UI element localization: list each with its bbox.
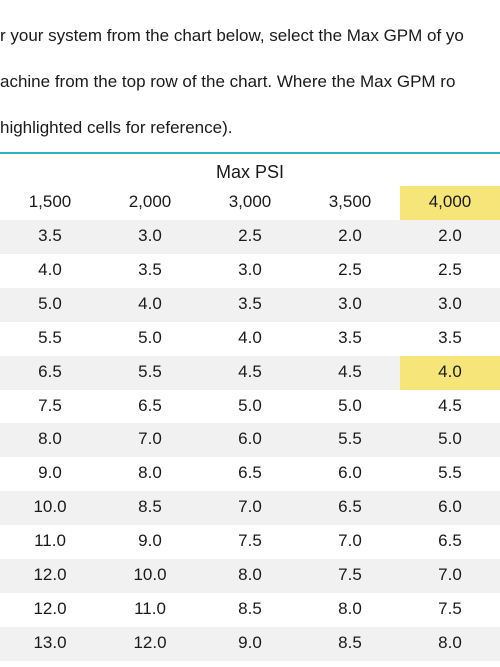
table-row: 4.03.53.02.52.5 bbox=[0, 254, 500, 288]
table-cell: 3.5 bbox=[100, 254, 200, 288]
instructions-line-1: r your system from the chart below, sele… bbox=[0, 26, 464, 45]
table-cell: 9.0 bbox=[300, 661, 400, 667]
column-header: 3,000 bbox=[200, 186, 300, 220]
table-cell: 6.5 bbox=[0, 356, 100, 390]
table-cell: 5.5 bbox=[300, 423, 400, 457]
table-row: 3.53.02.52.02.0 bbox=[0, 220, 500, 254]
table-cell: 8.0 bbox=[100, 457, 200, 491]
table-cell: 8.0 bbox=[0, 423, 100, 457]
column-header: 4,000 bbox=[400, 186, 500, 220]
table-row: 7.56.55.05.04.5 bbox=[0, 390, 500, 424]
column-header: 2,000 bbox=[100, 186, 200, 220]
table-cell: 2.5 bbox=[200, 220, 300, 254]
table-row: 6.55.54.54.54.0 bbox=[0, 356, 500, 390]
table-row: 5.55.04.03.53.5 bbox=[0, 322, 500, 356]
table-cell: 7.5 bbox=[300, 559, 400, 593]
table-super-header: Max PSI bbox=[0, 154, 500, 186]
table-cell: 9.0 bbox=[200, 627, 300, 661]
table-cell: 5.0 bbox=[300, 390, 400, 424]
table-cell: 7.5 bbox=[200, 525, 300, 559]
table-cell: 3.0 bbox=[100, 220, 200, 254]
instructions-line-2: achine from the top row of the chart. Wh… bbox=[0, 72, 455, 91]
table-cell: 5.0 bbox=[400, 423, 500, 457]
table-cell: 11.0 bbox=[0, 525, 100, 559]
table-cell: 7.5 bbox=[0, 390, 100, 424]
table-row: 13.012.09.08.58.0 bbox=[0, 627, 500, 661]
table-cell: 3.5 bbox=[300, 322, 400, 356]
table-cell: 6.5 bbox=[100, 390, 200, 424]
table-cell: 3.0 bbox=[300, 288, 400, 322]
table-cell: 6.0 bbox=[200, 423, 300, 457]
table-cell: 9.0 bbox=[100, 525, 200, 559]
table-cell: 7.0 bbox=[200, 491, 300, 525]
table-cell: 12.0 bbox=[0, 559, 100, 593]
table-header-row: 1,500 2,000 3,000 3,500 4,000 bbox=[0, 186, 500, 220]
table-cell: 4.5 bbox=[400, 390, 500, 424]
table-cell: 2.5 bbox=[400, 254, 500, 288]
table-cell: 3.0 bbox=[400, 288, 500, 322]
column-header: 3,500 bbox=[300, 186, 400, 220]
table-cell: 4.0 bbox=[400, 356, 500, 390]
table-cell: 3.0 bbox=[200, 254, 300, 288]
table-cell: 6.0 bbox=[300, 457, 400, 491]
table-cell: 6.5 bbox=[200, 457, 300, 491]
table-cell: 11.0 bbox=[100, 593, 200, 627]
table-cell: 5.0 bbox=[0, 288, 100, 322]
table-row: 15.012.010.09.08.5 bbox=[0, 661, 500, 667]
table-cell: 8.5 bbox=[100, 491, 200, 525]
table-cell: 6.5 bbox=[400, 525, 500, 559]
table-cell: 8.0 bbox=[200, 559, 300, 593]
column-header: 1,500 bbox=[0, 186, 100, 220]
table-cell: 3.5 bbox=[200, 288, 300, 322]
table-cell: 8.0 bbox=[400, 627, 500, 661]
table-cell: 10.0 bbox=[0, 491, 100, 525]
table-cell: 4.5 bbox=[300, 356, 400, 390]
table-body: 3.53.02.52.02.04.03.53.02.52.55.04.03.53… bbox=[0, 220, 500, 667]
table-row: 12.011.08.58.07.5 bbox=[0, 593, 500, 627]
page-root: r your system from the chart below, sele… bbox=[0, 0, 500, 667]
table-cell: 7.5 bbox=[400, 593, 500, 627]
instructions-block: r your system from the chart below, sele… bbox=[0, 0, 500, 148]
table-cell: 13.0 bbox=[0, 627, 100, 661]
table-cell: 4.0 bbox=[0, 254, 100, 288]
table-cell: 4.0 bbox=[200, 322, 300, 356]
table-cell: 4.5 bbox=[200, 356, 300, 390]
table-cell: 7.0 bbox=[100, 423, 200, 457]
table-cell: 5.0 bbox=[200, 390, 300, 424]
table-cell: 10.0 bbox=[100, 559, 200, 593]
table-cell: 6.5 bbox=[300, 491, 400, 525]
table-row: 5.04.03.53.03.0 bbox=[0, 288, 500, 322]
table-cell: 2.0 bbox=[300, 220, 400, 254]
table-cell: 7.0 bbox=[300, 525, 400, 559]
table-row: 11.09.07.57.06.5 bbox=[0, 525, 500, 559]
table-row: 8.07.06.05.55.0 bbox=[0, 423, 500, 457]
nozzle-size-table: 1,500 2,000 3,000 3,500 4,000 3.53.02.52… bbox=[0, 186, 500, 667]
table-cell: 12.0 bbox=[100, 661, 200, 667]
table-cell: 8.5 bbox=[300, 627, 400, 661]
table-row: 9.08.06.56.05.5 bbox=[0, 457, 500, 491]
table-cell: 12.0 bbox=[0, 593, 100, 627]
table-container: Max PSI 1,500 2,000 3,000 3,500 4,000 3.… bbox=[0, 154, 500, 667]
table-cell: 4.0 bbox=[100, 288, 200, 322]
table-cell: 3.5 bbox=[400, 322, 500, 356]
table-cell: 2.0 bbox=[400, 220, 500, 254]
table-cell: 7.0 bbox=[400, 559, 500, 593]
table-row: 10.08.57.06.56.0 bbox=[0, 491, 500, 525]
table-cell: 15.0 bbox=[0, 661, 100, 667]
table-row: 12.010.08.07.57.0 bbox=[0, 559, 500, 593]
table-cell: 5.0 bbox=[100, 322, 200, 356]
table-cell: 5.5 bbox=[400, 457, 500, 491]
table-cell: 6.0 bbox=[400, 491, 500, 525]
table-cell: 5.5 bbox=[0, 322, 100, 356]
table-cell: 10.0 bbox=[200, 661, 300, 667]
table-cell: 9.0 bbox=[0, 457, 100, 491]
table-cell: 5.5 bbox=[100, 356, 200, 390]
table-cell: 2.5 bbox=[300, 254, 400, 288]
table-cell: 8.5 bbox=[200, 593, 300, 627]
table-cell: 12.0 bbox=[100, 627, 200, 661]
table-cell: 8.5 bbox=[400, 661, 500, 667]
table-cell: 3.5 bbox=[0, 220, 100, 254]
instructions-line-3: highlighted cells for reference). bbox=[0, 118, 232, 137]
table-cell: 8.0 bbox=[300, 593, 400, 627]
